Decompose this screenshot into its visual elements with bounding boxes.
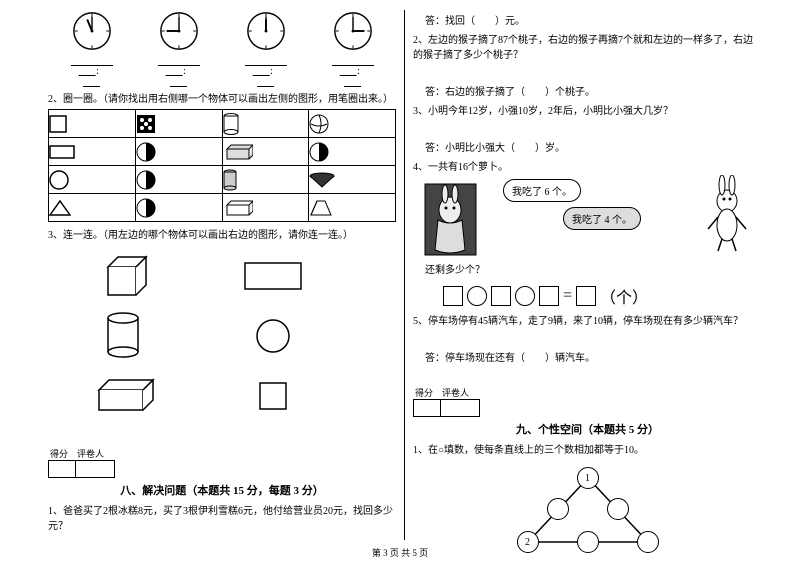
clock-4 — [332, 10, 374, 52]
clock-3 — [245, 10, 287, 52]
cell-prism — [309, 194, 396, 222]
section-8-title: 八、解决问题（本题共 15 分，每题 3 分） — [48, 482, 396, 498]
question-8-1: 1、爸爸买了2根冰糕8元，买了3根伊利雪糕6元，他付给营业员20元，找回多少元？ — [48, 504, 396, 534]
score-box: 得分 评卷人 — [48, 447, 396, 478]
cell-triangle — [49, 194, 136, 222]
equals-sign: = — [563, 287, 572, 305]
clock-blanks-1 — [48, 56, 396, 66]
section-9-title: 九、个性空间（本题共 5 分） — [413, 421, 762, 437]
answer-3: 答：小明比小强大（ ）岁。 — [413, 141, 762, 156]
cylinder-icon — [68, 311, 178, 361]
rabbit-left-icon — [423, 182, 478, 257]
shape3d-grid — [48, 245, 396, 427]
cube-icon — [68, 251, 178, 301]
shape-match-table — [48, 109, 396, 222]
circle-icon — [218, 311, 328, 361]
score-box-2: 得分 评卷人 — [413, 386, 762, 417]
clock-1 — [71, 10, 113, 52]
eq-box — [491, 286, 511, 306]
eq-box — [539, 286, 559, 306]
grader-col: 评卷人 — [75, 447, 114, 478]
answer-5: 答：停车场现在还有（ ）辆汽车。 — [413, 351, 762, 366]
cell-can2 — [222, 166, 309, 194]
cell-rect — [49, 138, 136, 166]
score-col: 得分 — [413, 386, 440, 417]
cell-cuboid2 — [222, 194, 309, 222]
blank — [158, 56, 200, 66]
speech-bubble-2: 我吃了 4 个。 — [563, 207, 641, 230]
cell-halfcircle4 — [135, 194, 222, 222]
speech-bubble-1: 我吃了 6 个。 — [503, 179, 581, 202]
answer-2: 答：右边的猴子摘了（ ）个桃子。 — [413, 85, 762, 100]
eq-unit: （个） — [600, 284, 648, 308]
cell-circle — [49, 166, 136, 194]
grader-col: 评卷人 — [440, 386, 479, 417]
time-blank: : — [332, 66, 374, 88]
eq-circle — [467, 286, 487, 306]
rabbit-right-icon — [702, 175, 752, 253]
eq-box — [443, 286, 463, 306]
page-footer: 第 3 页 共 5 页 — [0, 546, 800, 559]
triangle-diagram: 1 2 — [508, 464, 668, 554]
cell-halfcircle2 — [309, 138, 396, 166]
equation-row: = （个） — [443, 284, 762, 308]
cell-square — [49, 110, 136, 138]
cell-dice — [135, 110, 222, 138]
rabbit-scene: 我吃了 6 个。 我吃了 4 个。 — [413, 179, 762, 259]
score-col: 得分 — [48, 447, 75, 478]
time-blank: : — [71, 66, 113, 88]
question-r2: 2、左边的猴子摘了87个桃子，右边的猴子再摘7个就和左边的一样多了，右边的猴子摘… — [413, 33, 762, 63]
cell-halfcircle — [135, 138, 222, 166]
cell-cuboid — [222, 138, 309, 166]
left-column: : : : : 2、圈一圈。（请你找出用右侧哪一个物体可以画出左侧的图形，用笔圈… — [40, 10, 405, 540]
cell-cone — [309, 166, 396, 194]
cell-ball — [309, 110, 396, 138]
eq-box — [576, 286, 596, 306]
tri-node-mr — [607, 498, 629, 520]
cell-can — [222, 110, 309, 138]
blank — [332, 56, 374, 66]
question-2: 2、圈一圈。（请你找出用右侧哪一个物体可以画出左侧的图形，用笔圈出来。） — [48, 92, 396, 107]
question-r3: 3、小明今年12岁，小强10岁，2年后，小明比小强大几岁？ — [413, 104, 762, 119]
blank — [245, 56, 287, 66]
question-3: 3、连一连。（用左边的哪个物体可以画出右边的图形，请你连一连。） — [48, 228, 396, 243]
answer-1: 答：找回（ ）元。 — [413, 14, 762, 29]
eq-circle — [515, 286, 535, 306]
clock-2 — [158, 10, 200, 52]
question-9-1: 1、在○填数，使每条直线上的三个数相加都等于10。 — [413, 443, 762, 458]
clock-row — [48, 10, 396, 52]
question-r5: 5、停车场停有45辆汽车，走了9辆，来了10辆，停车场现在有多少辆汽车？ — [413, 314, 762, 329]
tri-node-top: 1 — [577, 467, 599, 489]
square-icon — [218, 371, 328, 421]
cell-halfcircle3 — [135, 166, 222, 194]
cuboid-icon — [68, 371, 178, 421]
rectangle-icon — [218, 251, 328, 301]
right-column: 答：找回（ ）元。 2、左边的猴子摘了87个桃子，右边的猴子再摘7个就和左边的一… — [405, 10, 770, 540]
question-r4: 4、一共有16个萝卜。 — [413, 160, 762, 175]
clock-blanks-2: : : : : — [48, 66, 396, 88]
time-blank: : — [245, 66, 287, 88]
tri-node-ml — [547, 498, 569, 520]
time-blank: : — [158, 66, 200, 88]
blank — [71, 56, 113, 66]
question-r4b: 还剩多少个？ — [413, 263, 762, 278]
